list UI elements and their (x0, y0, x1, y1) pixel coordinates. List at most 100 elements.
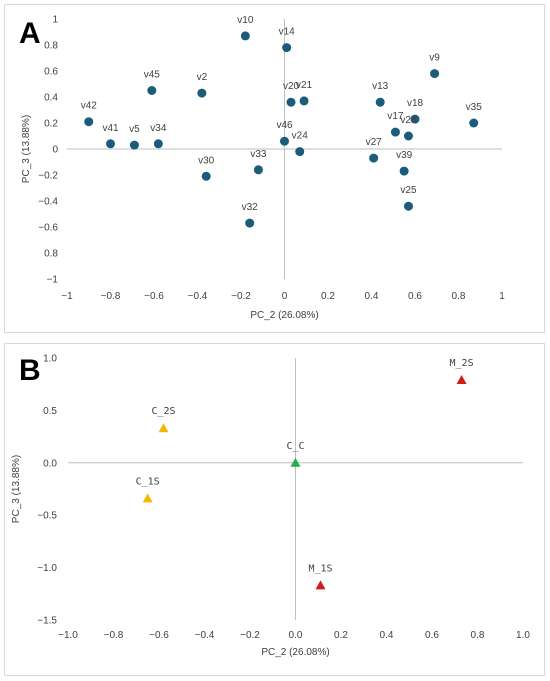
data-point-marker (153, 139, 163, 149)
data-point-label: v9 (429, 53, 440, 64)
data-point-label: v27 (366, 137, 383, 148)
chart-panel-a: A −1 −0.8 −0.6 −0.4 −0.2 0 0.2 0.4 0.6 0.8 1 1 0.8 0.… (4, 4, 545, 333)
data-point-label: v5 (129, 124, 140, 135)
y-tick-label: −1 (47, 275, 59, 286)
data-point-label: C_2S (152, 406, 176, 417)
x-tick-label: 0.2 (321, 291, 335, 302)
data-point-label: v13 (372, 81, 389, 92)
data-point-label: v18 (407, 98, 424, 109)
data-point-marker (390, 127, 400, 137)
data-point-label: v23 (400, 115, 417, 126)
data-point-marker (282, 43, 292, 53)
x-tick-label: 0.6 (425, 630, 439, 641)
data-point-marker (456, 375, 467, 385)
data-point-marker (375, 97, 385, 107)
x-tick-label: 0.8 (452, 291, 466, 302)
y-tick-label: 0.6 (44, 67, 58, 78)
x-tick-label: −0.6 (149, 630, 169, 641)
data-point-marker (106, 139, 115, 149)
data-point-marker (129, 140, 139, 150)
data-point-label: v41 (102, 123, 119, 134)
x-axis-title: PC_2 (26.08%) (250, 310, 318, 321)
scatter-plot-b: −1.0 −0.8 −0.6 −0.4 −0.2 0.0 0.2 0.4 0.6 0.8 1.0 1.… (11, 354, 530, 659)
data-point-marker (399, 166, 409, 176)
y-tick-label: 0.4 (44, 93, 58, 104)
y-tick-label: 0.0 (43, 458, 57, 469)
x-tick-label: −0.2 (240, 630, 260, 641)
data-point-label: v17 (387, 111, 404, 122)
data-point-marker (147, 86, 157, 95)
data-point-label: v21 (296, 80, 313, 91)
data-point-marker (315, 580, 326, 590)
x-tick-label: 0.4 (380, 630, 394, 641)
x-tick-label: −1.0 (58, 630, 78, 641)
data-point-marker (201, 171, 211, 181)
data-point-marker (240, 31, 250, 41)
x-tick-label: −0.4 (188, 291, 208, 302)
scatter-plot-a: −1 −0.8 −0.6 −0.4 −0.2 0 0.2 0.4 0.6 0.8 1 1 0.8 0.6 0… (21, 15, 505, 322)
x-tick-label: 0.0 (289, 630, 303, 641)
x-tick-label: 0.2 (334, 630, 348, 641)
data-point-marker (410, 114, 420, 124)
x-tick-label: −0.2 (231, 291, 251, 302)
data-point-marker (280, 136, 289, 146)
data-point-marker (253, 165, 263, 175)
chart-panel-b: B −1.0 −0.8 −0.6 −0.4 −0.2 0.0 0.2 0.4 0.6 0.8 1.0… (4, 343, 545, 676)
x-tick-label: 1.0 (516, 630, 530, 641)
data-point-label: v24 (292, 131, 309, 142)
x-tick-label: −0.8 (104, 630, 124, 641)
data-point-label: v45 (144, 70, 161, 81)
x-tick-label: −0.8 (101, 291, 121, 302)
data-point-label: v25 (400, 185, 417, 196)
data-point-label: v30 (198, 155, 215, 166)
x-tick-label: 0.6 (408, 291, 422, 302)
data-point-label: C_1S (136, 476, 160, 487)
data-point-label: M_1S (308, 563, 332, 574)
data-point-marker (369, 153, 379, 163)
data-point-label: v10 (237, 15, 254, 26)
y-tick-label: 1.0 (43, 354, 57, 365)
x-tick-label: −0.4 (195, 630, 215, 641)
data-point-marker (245, 218, 255, 228)
data-point-marker (469, 118, 479, 128)
x-tick-label: −0.6 (144, 291, 164, 302)
data-point-marker (286, 97, 296, 107)
data-point-label: v32 (242, 202, 259, 213)
y-tick-label: 0.5 (43, 406, 57, 417)
y-tick-label: −0.6 (38, 223, 58, 234)
data-point-marker (158, 423, 169, 433)
data-point-marker (142, 493, 153, 503)
data-point-marker (403, 201, 413, 211)
data-point-marker (295, 147, 305, 157)
y-tick-label: 0.8 (44, 249, 58, 260)
data-point-marker (430, 69, 440, 79)
y-tick-label: −0.2 (38, 171, 58, 182)
x-tick-label: 1 (499, 291, 505, 302)
y-tick-label: −1.5 (37, 616, 57, 627)
y-tick-label: −0.5 (37, 511, 57, 522)
data-point-label: v2 (197, 72, 208, 83)
data-point-label: v35 (466, 102, 483, 113)
data-point-label: C_C (286, 441, 304, 452)
data-point-marker (299, 96, 309, 106)
y-tick-label: 0.2 (44, 119, 58, 130)
y-axis-title: PC_3 (13.88%) (21, 115, 32, 183)
y-tick-label: −1.0 (37, 563, 57, 574)
data-point-marker (197, 88, 207, 98)
y-tick-label: 0 (52, 145, 58, 156)
y-tick-label: 0.8 (44, 41, 58, 52)
panel-label-a: A (19, 17, 41, 50)
data-point-label: v14 (279, 27, 296, 38)
data-point-label: M_2S (450, 358, 474, 369)
data-point-label: v42 (81, 101, 98, 112)
data-point-label: v39 (396, 150, 413, 161)
x-tick-label: 0 (282, 291, 288, 302)
data-point-label: v33 (250, 149, 267, 160)
x-tick-label: 0.8 (471, 630, 485, 641)
y-axis-title: PC_3 (13.88%) (11, 455, 22, 523)
data-point-marker (403, 131, 413, 141)
data-point-label: v20 (283, 81, 300, 92)
data-point-label: v46 (276, 120, 293, 131)
y-tick-label: −0.4 (38, 197, 58, 208)
x-tick-label: −1 (61, 291, 73, 302)
